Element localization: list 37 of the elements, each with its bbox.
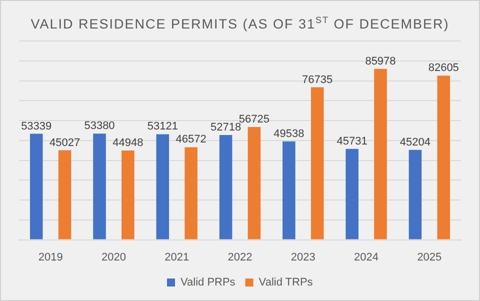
data-label: 45027 bbox=[49, 136, 80, 149]
bar bbox=[122, 150, 134, 240]
bar bbox=[30, 134, 43, 240]
x-tick-label: 2025 bbox=[417, 251, 442, 264]
data-label: 49538 bbox=[274, 128, 304, 140]
data-label: 82605 bbox=[428, 62, 459, 74]
bar bbox=[374, 68, 387, 240]
x-tick-label: 2023 bbox=[290, 251, 316, 264]
x-tick-label: 2020 bbox=[101, 251, 126, 264]
legend-label: Valid TRPs bbox=[258, 276, 314, 289]
bar bbox=[93, 134, 106, 240]
data-label: 85978 bbox=[365, 55, 396, 68]
bar bbox=[408, 150, 422, 240]
data-label: 45204 bbox=[400, 136, 431, 148]
chart-title: VALID RESIDENCE PERMITS (AS OF 31$^{ST}$ OF DECEMBER) bbox=[30, 14, 450, 34]
data-label: 76735 bbox=[302, 74, 333, 86]
bar bbox=[58, 150, 72, 240]
data-label: 52718 bbox=[210, 122, 242, 134]
bar bbox=[310, 87, 324, 240]
bar bbox=[184, 147, 198, 240]
data-label: 44948 bbox=[112, 136, 144, 149]
data-label: 45731 bbox=[336, 135, 368, 148]
data-label: 53380 bbox=[84, 120, 115, 132]
bar bbox=[282, 141, 296, 240]
bar bbox=[346, 148, 358, 240]
bar bbox=[219, 134, 232, 240]
bar bbox=[248, 127, 261, 240]
data-label: 53121 bbox=[147, 120, 178, 133]
bar bbox=[437, 76, 450, 240]
x-tick-label: 2021 bbox=[164, 251, 190, 264]
x-tick-label: 2024 bbox=[354, 251, 379, 264]
data-label: 53339 bbox=[21, 120, 52, 132]
legend-label: Valid PRPs bbox=[180, 276, 236, 289]
bar bbox=[156, 134, 170, 240]
x-tick-label: 2019 bbox=[38, 251, 63, 264]
data-label: 46572 bbox=[176, 134, 206, 146]
x-tick-label: 2022 bbox=[228, 251, 252, 264]
